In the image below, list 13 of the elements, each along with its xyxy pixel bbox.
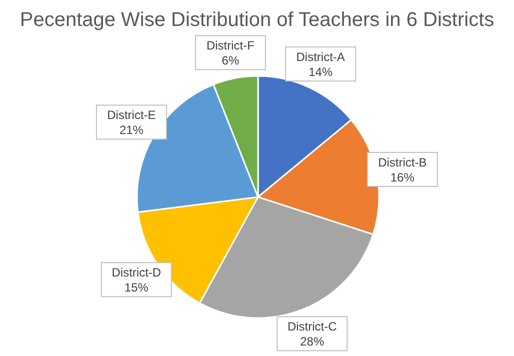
slice-label: District-B <box>378 155 427 170</box>
slice-label: District-F <box>206 38 254 53</box>
data-label: 28% <box>300 334 324 349</box>
slice-label: District-E <box>107 108 156 122</box>
data-label: 6% <box>222 54 240 68</box>
data-label: 14% <box>308 64 333 79</box>
slice-label: District-A <box>296 50 345 64</box>
slice-label: District-C <box>287 320 338 334</box>
data-label: 15% <box>124 280 149 295</box>
data-label: 16% <box>390 170 415 184</box>
data-label: 21% <box>119 123 144 138</box>
slice-label: District-D <box>112 266 162 280</box>
chart-title: Pecentage Wise Distribution of Teachers in 6 Districts <box>20 9 494 31</box>
